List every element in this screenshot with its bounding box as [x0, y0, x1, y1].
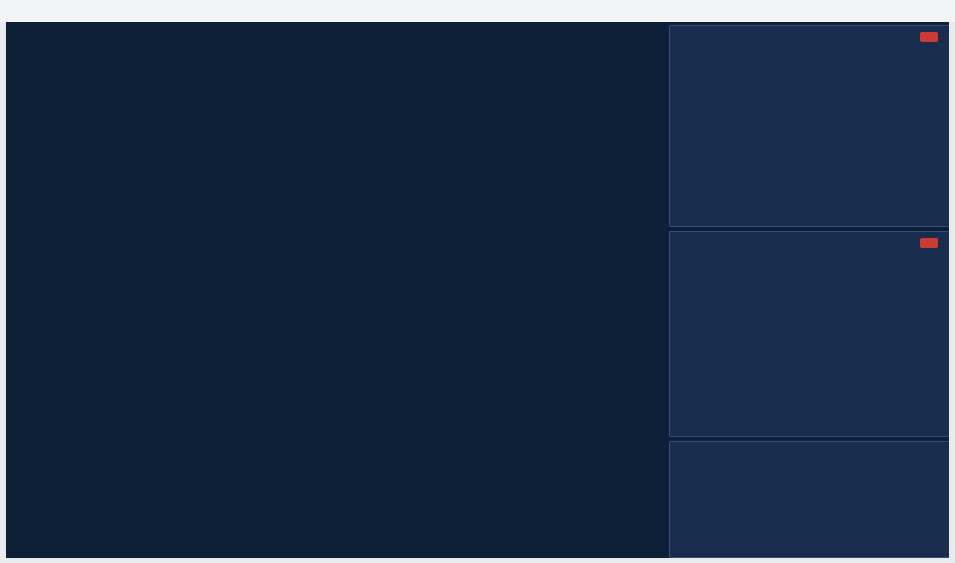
chart1-legend	[920, 32, 949, 42]
top-bar	[0, 0, 955, 22]
bar-swatch-icon	[920, 238, 938, 248]
kpi-table	[6, 22, 664, 558]
chart1-canvas	[678, 45, 949, 195]
panel-culled-pig-sales-price-30d	[669, 231, 949, 437]
chart2-canvas	[678, 251, 949, 401]
charts-column	[664, 22, 949, 558]
panel-death-cull-24w	[669, 441, 949, 558]
legend-sales[interactable]	[920, 238, 942, 248]
dashboard-main	[6, 22, 949, 558]
panel-pig-sales-price-30d	[669, 25, 949, 227]
legend-sales[interactable]	[920, 32, 942, 42]
chart2-legend	[920, 238, 949, 248]
bar-swatch-icon	[920, 32, 938, 42]
chart3-canvas	[678, 451, 949, 558]
